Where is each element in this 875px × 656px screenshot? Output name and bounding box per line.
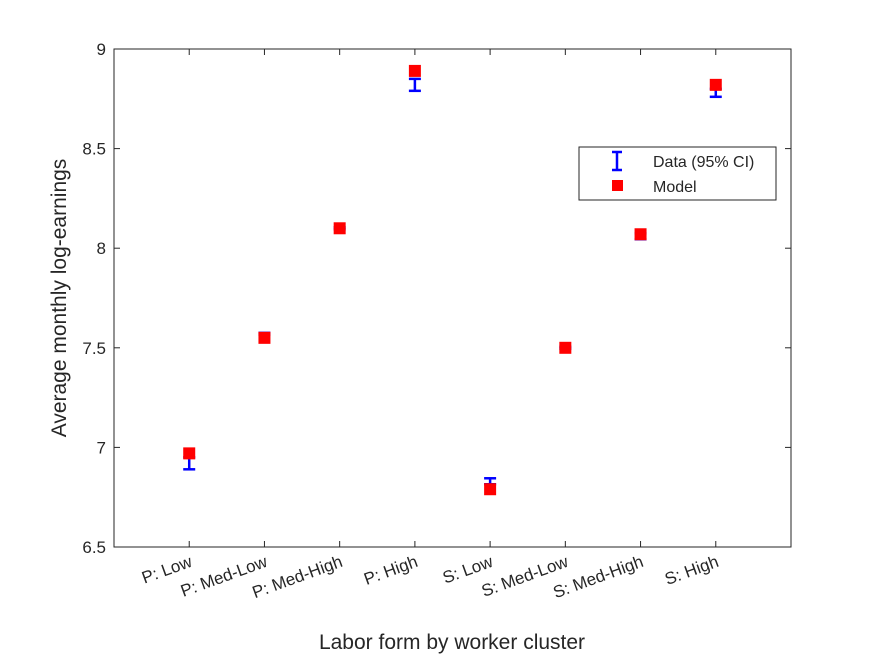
model-point xyxy=(333,222,346,235)
model-point xyxy=(559,341,572,354)
y-tick-label: 8 xyxy=(97,239,106,258)
legend-square-icon xyxy=(612,180,623,191)
y-axis: 6.5 7 7.5 8 8.5 9 xyxy=(82,40,791,557)
model-point xyxy=(634,228,647,241)
model-point xyxy=(258,331,271,344)
y-axis-label: Average monthly log-earnings xyxy=(48,159,71,438)
model-point xyxy=(408,64,421,77)
legend: Data (95% CI) Model xyxy=(578,146,777,201)
x-tick-label: P: High xyxy=(361,552,420,589)
legend-box xyxy=(578,146,777,201)
y-tick-label: 7.5 xyxy=(82,339,106,358)
plot-area xyxy=(113,48,792,548)
data-errorbar xyxy=(408,77,421,93)
y-tick-label: 7 xyxy=(97,438,106,457)
model-point xyxy=(183,447,196,460)
data-marks xyxy=(183,64,722,496)
y-tick-label: 8.5 xyxy=(82,140,106,159)
model-point xyxy=(484,483,497,496)
x-axis-label: Labor form by worker cluster xyxy=(319,631,585,654)
legend-label-data: Data (95% CI) xyxy=(653,154,754,171)
x-tick-label: S: High xyxy=(662,552,721,589)
y-tick-label: 6.5 xyxy=(82,538,106,557)
legend-errorbar-icon xyxy=(612,150,622,172)
model-point xyxy=(709,78,722,91)
legend-label-model: Model xyxy=(653,179,697,196)
y-tick-label: 9 xyxy=(97,40,106,59)
